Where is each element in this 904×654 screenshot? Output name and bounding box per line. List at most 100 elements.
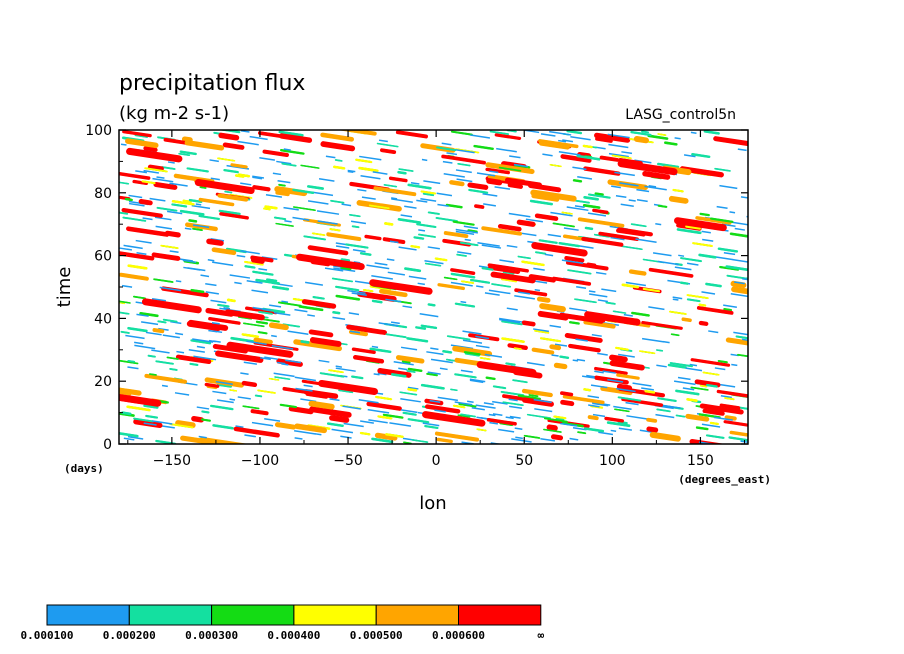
precip-streak xyxy=(326,232,362,242)
precip-streak xyxy=(215,350,264,363)
precip-streak xyxy=(188,198,203,204)
chart-subtitle: (kg m-2 s-1) xyxy=(119,103,229,124)
precip-streak xyxy=(644,185,667,191)
precip-streak xyxy=(489,130,510,136)
precip-streak xyxy=(516,219,536,227)
precip-streak xyxy=(421,158,428,162)
precip-streak xyxy=(162,334,180,339)
precip-streak xyxy=(701,423,721,428)
precip-streak xyxy=(702,238,714,242)
precip-streak xyxy=(742,278,748,281)
precip-streak xyxy=(359,155,382,161)
precip-streak xyxy=(566,206,589,212)
precip-streak xyxy=(400,397,421,403)
precip-streak xyxy=(260,318,280,323)
precip-streak xyxy=(198,197,235,207)
precip-streak xyxy=(162,318,178,323)
precip-streak xyxy=(454,357,483,367)
colorbar-label: ∞ xyxy=(537,629,544,642)
precip-streak xyxy=(400,214,413,218)
precip-streak xyxy=(292,188,315,194)
precip-streak xyxy=(699,403,744,415)
precip-streak xyxy=(730,280,747,289)
precip-streak xyxy=(521,388,553,398)
precip-streak xyxy=(194,179,255,195)
precip-streak xyxy=(188,219,198,223)
precip-streak xyxy=(391,197,398,200)
precip-streak xyxy=(474,204,485,209)
y-axis-units: (days) xyxy=(64,462,104,475)
precip-streak xyxy=(342,405,361,410)
x-axis: −150 −100 −50 0 50 100 150 xyxy=(127,130,745,469)
precip-streak xyxy=(325,155,336,159)
precip-streak xyxy=(531,347,555,355)
precip-streak xyxy=(129,202,145,207)
precip-streak xyxy=(455,230,475,236)
precip-streak xyxy=(450,272,476,279)
precip-streak xyxy=(217,193,249,202)
precip-streak xyxy=(486,418,517,426)
precip-streak xyxy=(407,418,430,424)
precip-streak xyxy=(724,415,737,421)
precip-streak xyxy=(513,347,522,350)
precip-streak xyxy=(464,238,471,242)
precip-streak xyxy=(599,155,620,162)
precip-streak xyxy=(341,203,352,207)
precip-streak xyxy=(371,437,394,444)
precip-streak xyxy=(281,363,289,366)
precip-streak xyxy=(373,373,380,376)
precip-streak xyxy=(719,403,741,410)
precip-streak xyxy=(420,198,437,202)
precip-streak xyxy=(217,303,230,308)
precip-streak xyxy=(528,394,539,398)
precip-streak xyxy=(294,423,327,434)
precip-streak xyxy=(136,313,149,317)
precip-streak xyxy=(686,298,701,303)
precip-streak xyxy=(207,258,215,262)
precip-streak xyxy=(506,244,518,248)
precip-streak xyxy=(126,226,170,237)
precip-streak xyxy=(305,392,328,399)
precip-streak xyxy=(266,278,278,282)
precip-streak xyxy=(657,162,680,169)
x-tick-label: −100 xyxy=(241,453,279,469)
precip-streak xyxy=(329,228,341,232)
precip-streak xyxy=(285,359,302,364)
precip-streak xyxy=(663,340,670,344)
precip-streak xyxy=(376,142,399,148)
precip-streak xyxy=(349,213,361,218)
precip-streak xyxy=(609,354,628,363)
precip-streak xyxy=(430,358,453,364)
precip-streak xyxy=(212,261,234,267)
colorbar-swatch xyxy=(211,604,295,626)
precip-streak xyxy=(690,386,709,391)
precip-streak xyxy=(244,265,256,269)
precip-streak xyxy=(631,311,650,317)
precip-streak xyxy=(312,296,325,300)
precip-streak xyxy=(469,379,484,384)
precip-streak xyxy=(641,130,650,134)
precip-streak xyxy=(735,335,748,340)
precip-streak xyxy=(377,368,412,378)
precip-streak xyxy=(437,203,449,207)
precip-streak xyxy=(574,205,585,209)
precip-streak xyxy=(475,344,490,349)
precip-streak xyxy=(119,359,139,365)
colorbar-label: 0.000300 xyxy=(185,629,238,642)
precip-streak xyxy=(307,314,315,317)
precip-streak xyxy=(119,272,149,281)
precip-streak xyxy=(368,204,390,210)
chart-title: precipitation flux xyxy=(119,71,305,96)
precip-streak xyxy=(184,140,225,151)
precip-streak xyxy=(237,396,251,400)
precip-streak xyxy=(723,420,748,427)
precip-streak xyxy=(646,417,658,423)
precip-streak xyxy=(169,368,178,371)
precip-streak xyxy=(531,242,588,257)
precip-streak xyxy=(648,306,665,311)
precip-streak xyxy=(276,358,303,367)
precip-streak xyxy=(350,220,367,225)
precip-streak xyxy=(632,382,652,387)
precip-streak xyxy=(476,172,496,177)
precip-streak xyxy=(372,171,388,175)
